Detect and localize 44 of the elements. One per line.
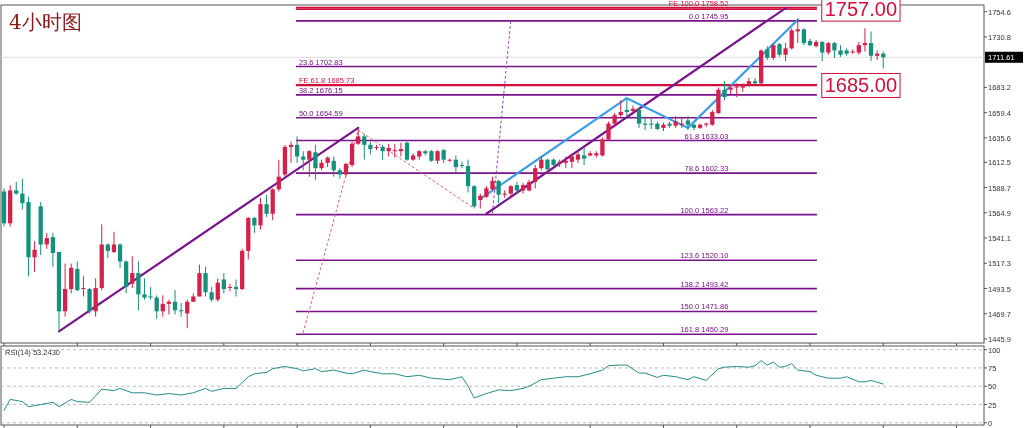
candlestick: [465, 159, 471, 194]
candlestick: [81, 275, 86, 297]
candlestick: [533, 164, 538, 189]
candlestick: [87, 287, 92, 314]
candlestick: [362, 133, 367, 161]
candlestick: [62, 263, 68, 318]
candlestick: [221, 272, 226, 294]
candlestick: [294, 135, 300, 164]
ref-line-label: 1685.00: [824, 74, 898, 97]
candlestick: [636, 107, 642, 129]
candlestick: [783, 42, 788, 62]
chart-title: 4小时图: [9, 10, 82, 34]
candlestick: [581, 146, 587, 166]
candlestick: [868, 30, 874, 62]
candlestick: [685, 115, 691, 131]
candlestick: [50, 232, 56, 268]
candlestick: [404, 141, 410, 162]
candlestick: [575, 150, 581, 164]
candlestick: [313, 144, 318, 181]
candlestick: [264, 194, 269, 218]
candlestick: [606, 121, 611, 142]
candlestick: [349, 141, 355, 168]
candlestick: [75, 260, 80, 292]
candlestick: [136, 260, 141, 311]
line-series: [479, 18, 799, 201]
candlestick: [472, 184, 477, 209]
candlestick: [600, 136, 605, 158]
candlestick: [203, 266, 208, 297]
candlestick: [307, 149, 312, 178]
candlestick: [258, 197, 263, 231]
candlestick: [93, 277, 98, 318]
candlestick: [130, 255, 135, 289]
candlestick: [32, 240, 37, 273]
ref-line-label: 1757.00: [824, 0, 898, 21]
candlestick: [69, 263, 74, 294]
candlestick: [197, 264, 202, 297]
candlestick: [820, 40, 825, 62]
candlestick: [789, 27, 794, 50]
candlestick: [496, 179, 501, 204]
candlestick: [337, 167, 342, 180]
candlestick: [215, 277, 220, 303]
line-series: [3, 360, 884, 411]
candlestick: [722, 80, 727, 101]
candlestick: [716, 87, 721, 115]
